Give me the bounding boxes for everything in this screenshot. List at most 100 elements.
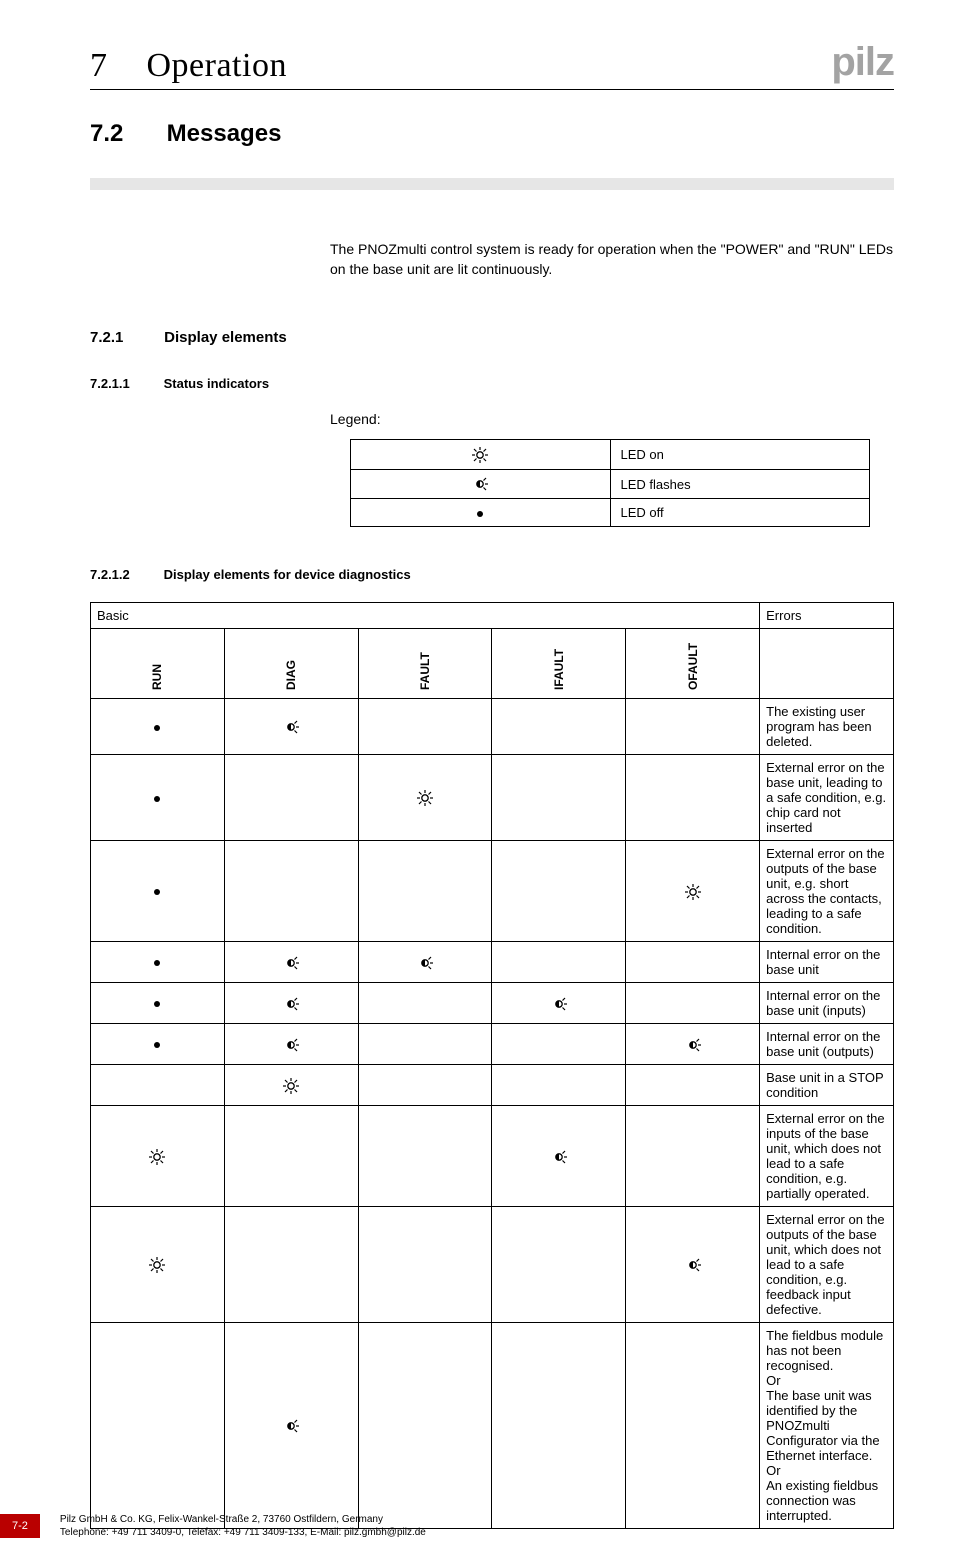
led-flash-icon bbox=[549, 1149, 569, 1165]
table-row: External error on the outputs of the bas… bbox=[91, 841, 894, 942]
led-cell bbox=[626, 1024, 760, 1065]
led-cell bbox=[358, 983, 492, 1024]
led-cell bbox=[358, 1323, 492, 1529]
legend-table: LED onLED flashesLED off bbox=[350, 439, 870, 527]
led-cell bbox=[91, 1106, 225, 1207]
column-header-row: RUNDIAGFAULTIFAULTOFAULT bbox=[91, 629, 894, 699]
led-cell bbox=[492, 841, 626, 942]
led-off-icon bbox=[474, 508, 486, 520]
led-on-icon bbox=[147, 1257, 167, 1273]
subsection-heading: 7.2.1 Display elements bbox=[90, 329, 894, 346]
led-cell bbox=[224, 699, 358, 755]
status-indicators-title: Status indicators bbox=[164, 376, 269, 391]
description-cell: Base unit in a STOP condition bbox=[760, 1065, 894, 1106]
led-cell bbox=[626, 841, 760, 942]
section-title-text: Messages bbox=[167, 120, 282, 147]
table-row: External error on the base unit, leading… bbox=[91, 755, 894, 841]
led-cell bbox=[358, 1106, 492, 1207]
section-number: 7.2 bbox=[90, 120, 160, 148]
led-on-icon bbox=[415, 790, 435, 806]
led-cell bbox=[224, 1207, 358, 1323]
led-cell bbox=[224, 755, 358, 841]
led-cell bbox=[224, 942, 358, 983]
led-off-icon bbox=[151, 886, 163, 898]
led-cell bbox=[224, 841, 358, 942]
led-cell bbox=[492, 1207, 626, 1323]
footer-line2: Telephone: +49 711 3409-0, Telefax: +49 … bbox=[60, 1526, 426, 1539]
footer-line1: Pilz GmbH & Co. KG, Felix-Wankel-Straße … bbox=[60, 1513, 426, 1526]
diagnostics-title: Display elements for device diagnostics bbox=[164, 567, 411, 582]
status-indicators-number: 7.2.1.1 bbox=[90, 376, 160, 391]
group-header-basic: Basic bbox=[91, 603, 760, 629]
led-cell bbox=[91, 942, 225, 983]
legend-label: Legend: bbox=[330, 411, 894, 427]
column-header: FAULT bbox=[358, 629, 492, 699]
led-flash-icon bbox=[281, 719, 301, 735]
led-cell bbox=[91, 841, 225, 942]
led-cell bbox=[91, 699, 225, 755]
led-cell bbox=[358, 1065, 492, 1106]
led-cell bbox=[358, 699, 492, 755]
led-flash-icon bbox=[281, 1418, 301, 1434]
led-off-icon bbox=[151, 957, 163, 969]
logo-text: pilz bbox=[831, 40, 894, 84]
led-flash-icon bbox=[281, 996, 301, 1012]
diagnostics-number: 7.2.1.2 bbox=[90, 567, 160, 582]
chapter-heading: 7 Operation bbox=[90, 47, 287, 85]
led-cell bbox=[224, 1024, 358, 1065]
diagnostics-heading: 7.2.1.2 Display elements for device diag… bbox=[90, 567, 894, 582]
group-header-errors: Errors bbox=[760, 603, 894, 629]
description-cell: Internal error on the base unit (outputs… bbox=[760, 1024, 894, 1065]
intro-paragraph: The PNOZmulti control system is ready fo… bbox=[330, 240, 894, 279]
led-cell bbox=[358, 1024, 492, 1065]
led-cell bbox=[626, 1323, 760, 1529]
legend-label-cell: LED off bbox=[610, 499, 870, 527]
led-cell bbox=[358, 942, 492, 983]
led-cell bbox=[626, 755, 760, 841]
led-flash-icon bbox=[415, 955, 435, 971]
led-cell bbox=[492, 1106, 626, 1207]
footer-text: Pilz GmbH & Co. KG, Felix-Wankel-Straße … bbox=[60, 1513, 426, 1539]
legend-icon-cell bbox=[351, 469, 611, 499]
led-cell bbox=[358, 755, 492, 841]
legend-row: LED flashes bbox=[351, 469, 870, 499]
description-cell: The existing user program has been delet… bbox=[760, 699, 894, 755]
led-cell bbox=[91, 983, 225, 1024]
led-on-icon bbox=[683, 884, 703, 900]
brand-logo: pilz bbox=[831, 40, 894, 85]
led-on-icon bbox=[281, 1078, 301, 1094]
led-cell bbox=[492, 699, 626, 755]
chapter-title: Operation bbox=[147, 47, 287, 84]
led-on-icon bbox=[470, 447, 490, 463]
chapter-number: 7 bbox=[90, 47, 108, 84]
led-cell bbox=[492, 755, 626, 841]
led-cell bbox=[492, 1323, 626, 1529]
led-cell bbox=[626, 983, 760, 1024]
description-cell: External error on the outputs of the bas… bbox=[760, 841, 894, 942]
legend-label-cell: LED flashes bbox=[610, 469, 870, 499]
description-cell: Internal error on the base unit (inputs) bbox=[760, 983, 894, 1024]
led-flash-icon bbox=[470, 476, 490, 492]
status-indicators-heading: 7.2.1.1 Status indicators bbox=[90, 376, 894, 391]
led-cell bbox=[492, 1065, 626, 1106]
led-flash-icon bbox=[281, 955, 301, 971]
divider-bar bbox=[90, 178, 894, 190]
led-flash-icon bbox=[683, 1037, 703, 1053]
led-flash-icon bbox=[549, 996, 569, 1012]
led-cell bbox=[358, 1207, 492, 1323]
led-cell bbox=[492, 1024, 626, 1065]
led-cell bbox=[626, 1207, 760, 1323]
table-row: Base unit in a STOP condition bbox=[91, 1065, 894, 1106]
section-heading: 7.2 Messages bbox=[90, 120, 894, 148]
description-cell: External error on the base unit, leading… bbox=[760, 755, 894, 841]
led-cell bbox=[224, 1106, 358, 1207]
led-cell bbox=[358, 841, 492, 942]
legend-label-cell: LED on bbox=[610, 440, 870, 470]
table-row: The existing user program has been delet… bbox=[91, 699, 894, 755]
legend-row: LED off bbox=[351, 499, 870, 527]
table-row: Internal error on the base unit (outputs… bbox=[91, 1024, 894, 1065]
column-header: IFAULT bbox=[492, 629, 626, 699]
led-cell bbox=[91, 1065, 225, 1106]
page-number-badge: 7-2 bbox=[0, 1514, 40, 1538]
led-cell bbox=[224, 1065, 358, 1106]
